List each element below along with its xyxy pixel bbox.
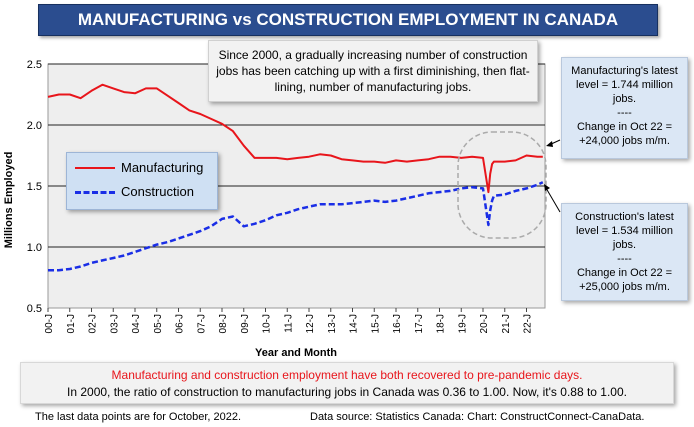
x-tick-label: 01-J [66,314,77,333]
annotation-manufacturing-level: Manufacturing's latest level = 1.744 mil… [571,65,678,105]
callout-arrowhead-construction [544,184,550,191]
callout-arrow-construction [545,187,561,213]
annotation-construction-change: Change in Oct 22 = +25,000 jobs m/m. [576,267,673,293]
y-tick-label: 1.5 [27,181,42,193]
legend-label-manufacturing: Manufacturing [121,160,204,175]
x-tick-label: 17-J [414,314,425,333]
annotation-separator: ---- [617,107,632,119]
x-tick-label: 13-J [327,314,338,333]
footer-last-data: The last data points are for October, 20… [35,411,242,423]
x-tick-label: 08-J [218,314,229,333]
series-line-construction [48,181,544,272]
legend-label-construction: Construction [121,184,194,199]
chart-legend: Manufacturing Construction [66,152,218,210]
x-tick-label: 06-J [175,314,186,333]
x-tick-label: 22-J [523,314,534,333]
annotation-top: Since 2000, a gradually increasing numbe… [208,40,538,102]
x-tick-label: 20-J [479,314,490,333]
legend-item-manufacturing: Manufacturing [67,158,217,178]
annotation-separator: ---- [617,253,632,265]
x-tick-label: 03-J [109,314,120,333]
annotation-construction-level: Construction's latest level = 1.534 mill… [575,211,674,251]
x-tick-label: 21-J [501,314,512,333]
x-axis-label: Year and Month [255,347,337,359]
annotation-manufacturing-change: Change in Oct 22 = +24,000 jobs m/m. [576,121,673,147]
y-tick-label: 2.0 [27,120,42,132]
series-line-manufacturing [47,83,543,194]
x-tick-label: 14-J [349,314,360,333]
annotation-manufacturing: Manufacturing's latest level = 1.744 mil… [561,57,688,159]
callout-arrowhead-manufacturing [546,141,553,147]
x-tick-label: 09-J [240,314,251,333]
x-tick-label: 07-J [196,314,207,333]
y-tick-label: 0.5 [27,303,42,315]
x-tick-label: 18-J [436,314,447,333]
y-tick-label: 1.0 [27,242,42,254]
legend-swatch-manufacturing [75,167,115,169]
x-tick-label: 04-J [131,314,142,333]
y-axis-label: Millions Employed [3,152,15,249]
y-tick-label: 2.5 [27,59,42,71]
x-tick-label: 11-J [283,314,294,333]
annotation-construction: Construction's latest level = 1.534 mill… [561,203,688,301]
pandemic-highlight-circle [457,131,547,239]
legend-swatch-construction [75,191,115,194]
x-tick-label: 02-J [88,314,99,333]
x-tick-label: 00-J [44,314,55,333]
x-tick-label: 05-J [153,314,164,333]
x-tick-label: 15-J [370,314,381,333]
x-tick-label: 19-J [457,314,468,333]
x-tick-label: 10-J [262,314,273,333]
x-tick-label: 16-J [392,314,403,333]
x-tick-label: 12-J [305,314,316,333]
chart-title: MANUFACTURING vs CONSTRUCTION EMPLOYMENT… [38,4,658,36]
bottom-note: Manufacturing and construction employmen… [20,362,674,404]
bottom-note-line-1: Manufacturing and construction employmen… [111,368,583,382]
legend-item-construction: Construction [67,182,217,202]
footer-source: Data source: Statistics Canada: Chart: C… [310,411,645,423]
bottom-note-line-2: In 2000, the ratio of construction to ma… [67,385,627,399]
